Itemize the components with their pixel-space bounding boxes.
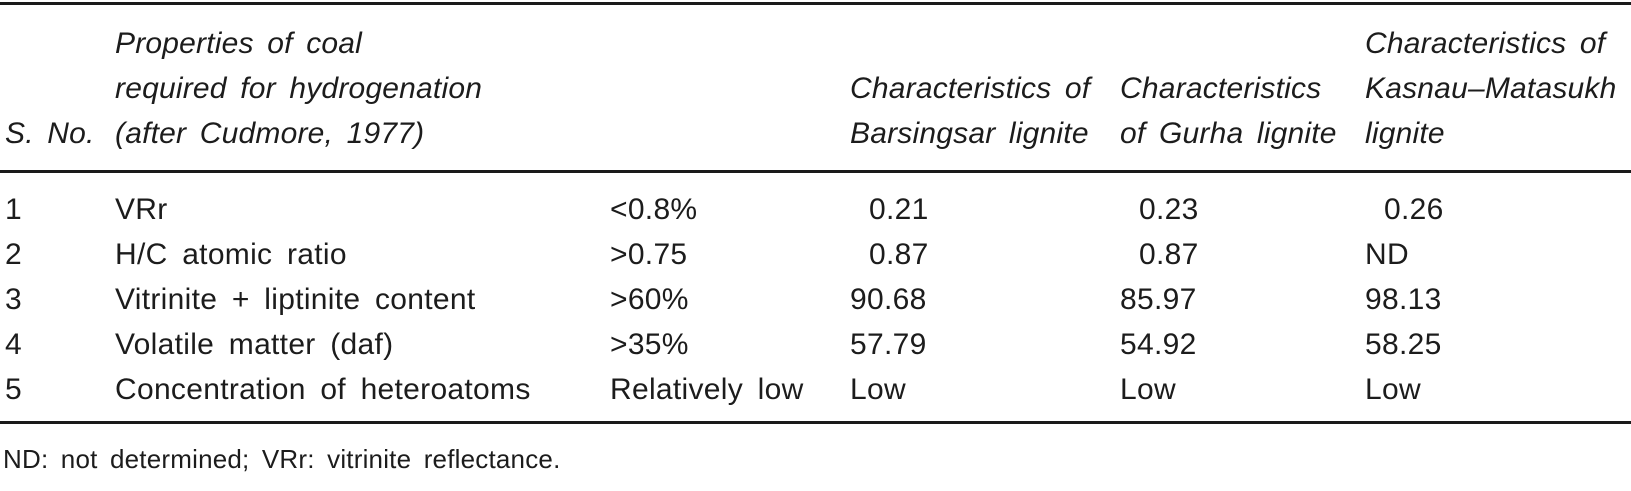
header-separator-rule [0,170,1631,173]
cell-barsingsar: 90.68 [850,283,927,316]
cell-kasnau: 98.13 [1365,283,1442,316]
cell-criteria: >0.75 [610,238,688,271]
header-cell-sno: S. No. [5,117,95,150]
table-top-rule [0,2,1631,5]
cell-property: Concentration of heteroatoms [115,373,531,406]
header-cell-property: Properties of coal required for hydrogen… [115,27,483,150]
table-body: 1 VRr <0.8% 0.21 0.23 0.26 2 H/C atomic … [0,173,1631,421]
cell-criteria: >35% [610,328,689,361]
table-row: 5 Concentration of heteroatoms Relativel… [0,367,1631,412]
cell-barsingsar: 57.79 [850,328,927,361]
lignite-properties-table: S. No. Properties of coal required for h… [0,2,1631,475]
table-bottom-rule [0,421,1631,424]
cell-barsingsar: 0.87 [869,238,929,271]
cell-kasnau: 58.25 [1365,328,1442,361]
cell-kasnau: ND [1365,238,1409,271]
header-cell-kasnau: Characteristics of Kasnau–Matasukh ligni… [1365,27,1617,150]
cell-criteria: Relatively low [610,373,804,406]
cell-barsingsar: 0.21 [869,193,929,226]
header-cell-gurha: Characteristics of Gurha lignite [1120,72,1337,150]
cell-sno: 1 [5,193,22,226]
cell-gurha: Low [1120,373,1176,406]
cell-kasnau: Low [1365,373,1421,406]
table-row: 1 VRr <0.8% 0.21 0.23 0.26 [0,187,1631,232]
table-row: 2 H/C atomic ratio >0.75 0.87 0.87 ND [0,232,1631,277]
cell-property: Volatile matter (daf) [115,328,394,361]
cell-kasnau: 0.26 [1384,193,1444,226]
cell-gurha: 85.97 [1120,283,1197,316]
cell-property: H/C atomic ratio [115,238,347,271]
cell-sno: 2 [5,238,22,271]
cell-gurha: 54.92 [1120,328,1197,361]
cell-property: VRr [115,193,168,226]
cell-criteria: >60% [610,283,689,316]
cell-property: Vitrinite + liptinite content [115,283,476,316]
cell-sno: 3 [5,283,22,316]
table-header-row: S. No. Properties of coal required for h… [0,5,1631,170]
table-footnote: ND: not determined; VRr: vitrinite refle… [3,444,561,474]
cell-sno: 5 [5,373,22,406]
table-row: 4 Volatile matter (daf) >35% 57.79 54.92… [0,322,1631,367]
table-row: 3 Vitrinite + liptinite content >60% 90.… [0,277,1631,322]
cell-gurha: 0.23 [1139,193,1199,226]
cell-barsingsar: Low [850,373,906,406]
cell-gurha: 0.87 [1139,238,1199,271]
cell-sno: 4 [5,328,22,361]
cell-criteria: <0.8% [610,193,698,226]
header-cell-barsingsar: Characteristics of Barsingsar lignite [850,72,1091,150]
